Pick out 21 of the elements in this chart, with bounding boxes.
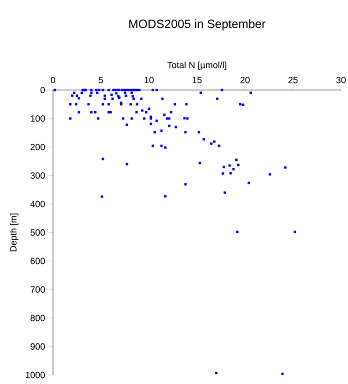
y-tick-label: 500 — [30, 229, 45, 236]
y-tick-label: 700 — [30, 286, 45, 293]
x-tick-label: 25 — [288, 76, 298, 84]
chart-title: MODS2005 in September — [129, 19, 266, 30]
x-tick-label: 20 — [240, 76, 250, 84]
x-tick-label: 30 — [336, 76, 346, 84]
x-tick-label: 10 — [144, 76, 154, 84]
x-tick-label: 0 — [50, 76, 56, 84]
x-tick-label: 5 — [98, 76, 104, 84]
x-tick-label: 15 — [192, 76, 202, 84]
y-tick-label: 400 — [30, 200, 45, 208]
x-axis-title: Total N [µmol/l] — [167, 62, 226, 70]
y-tick-label: 800 — [30, 314, 45, 322]
y-tick-label: 200 — [30, 144, 45, 150]
y-tick-label: 0 — [40, 86, 45, 94]
y-tick-label: 100 — [30, 115, 45, 122]
y-tick-label: 900 — [30, 343, 45, 350]
y-axis-title: Depth [m] — [10, 214, 18, 252]
y-tick-label: 1000 — [26, 372, 45, 378]
y-tick-label: 300 — [30, 172, 45, 179]
y-tick-label: 600 — [30, 258, 45, 264]
